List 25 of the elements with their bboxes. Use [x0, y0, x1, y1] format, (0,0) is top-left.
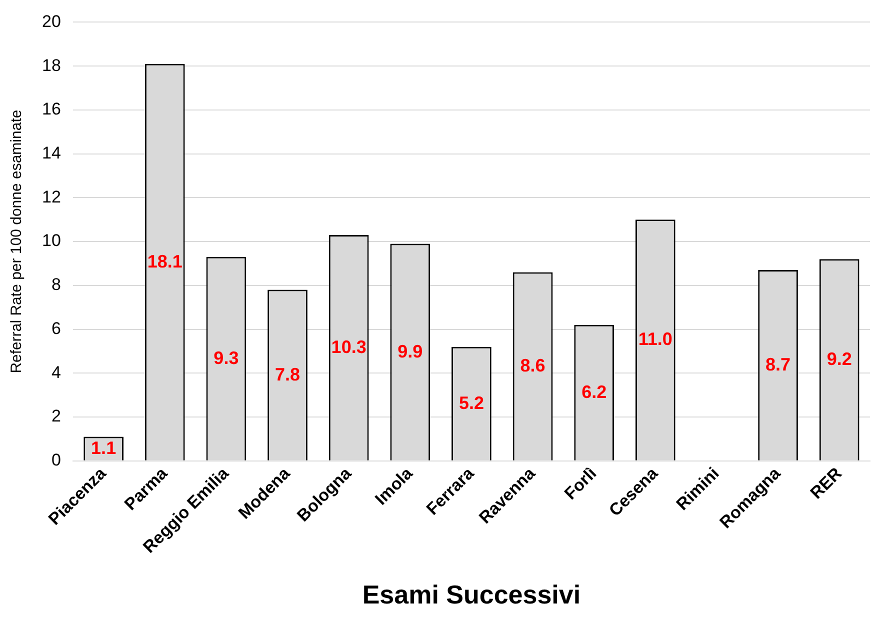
data-label: 7.8 [274, 364, 300, 384]
data-label: 9.9 [398, 341, 423, 362]
y-tick-label: 8 [51, 275, 61, 294]
data-label: 10.3 [331, 336, 366, 357]
y-tick-label: 12 [42, 187, 61, 206]
data-label: 9.2 [826, 348, 852, 369]
y-tick-label: 14 [42, 143, 61, 162]
data-label: 11.0 [638, 329, 672, 350]
y-tick-label: 20 [42, 12, 61, 31]
y-axis-title: Referral Rate per 100 donne esaminate [8, 110, 26, 374]
y-tick-label: 16 [42, 100, 61, 119]
y-tick-label: 4 [51, 362, 61, 382]
data-label: 8.7 [766, 354, 791, 374]
y-tick-label: 0 [51, 450, 61, 470]
data-label: 9.3 [214, 348, 239, 368]
y-tick-label: 6 [51, 318, 61, 338]
data-label: 18.1 [147, 251, 182, 272]
y-tick-label: 10 [42, 231, 61, 250]
data-label: 5.2 [458, 392, 484, 413]
data-label: 1.1 [91, 438, 116, 458]
data-label: 6.2 [582, 382, 607, 402]
data-label: 8.6 [520, 356, 546, 376]
y-tick-label: 2 [51, 406, 61, 426]
x-axis-title: Esami Successivi [362, 580, 581, 610]
y-tick-label: 18 [42, 56, 61, 75]
